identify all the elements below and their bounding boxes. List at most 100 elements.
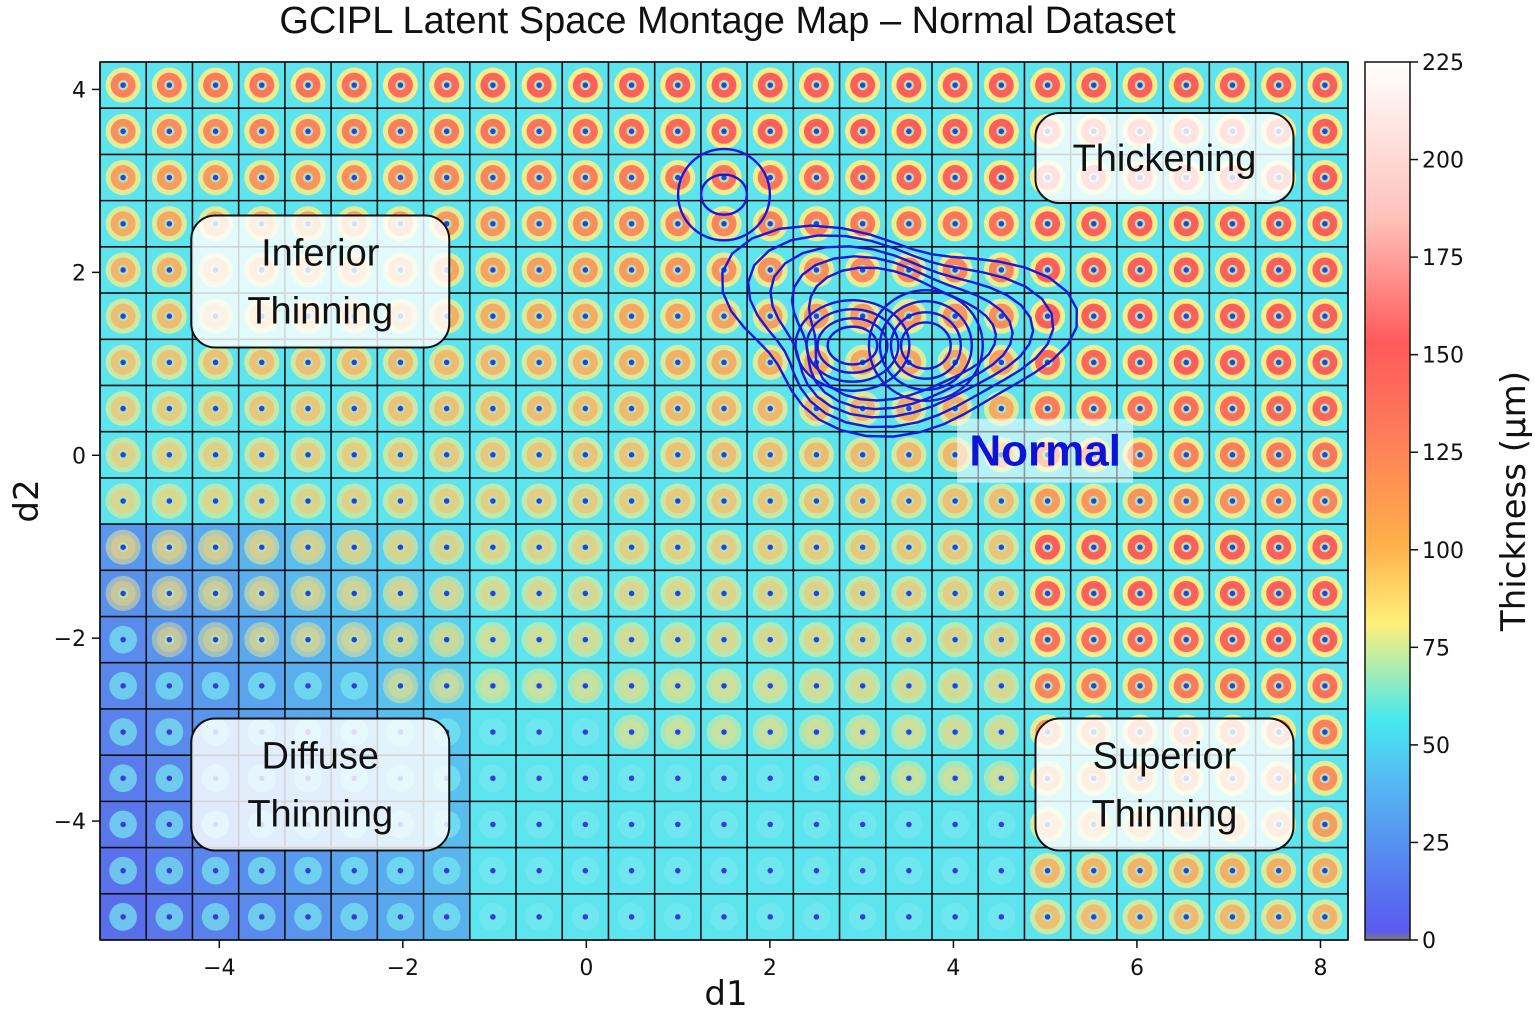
tile-fovea: [351, 405, 357, 412]
tile-fovea: [906, 729, 912, 735]
tile-fovea: [675, 452, 681, 458]
montage-tile: [978, 108, 1025, 155]
tile-fovea: [397, 544, 404, 550]
montage-tile: [100, 801, 147, 848]
tile-fovea: [166, 590, 173, 597]
tile-fovea: [1322, 267, 1328, 273]
tile-fovea: [120, 405, 126, 412]
tile-fovea: [351, 452, 357, 458]
montage-tile: [1301, 524, 1348, 571]
tile-fovea: [767, 821, 773, 828]
tile-fovea: [1137, 914, 1143, 920]
montage-tile: [516, 108, 563, 155]
montage-tile: [1070, 339, 1117, 386]
tile-fovea: [1183, 220, 1189, 227]
montage-tile: [100, 246, 147, 294]
tile-fovea: [490, 729, 496, 735]
tile-fovea: [998, 867, 1005, 874]
montage-tile: [284, 570, 332, 617]
tile-fovea: [582, 914, 589, 920]
montage-tile: [1209, 477, 1256, 525]
tile-fovea: [536, 914, 542, 920]
montage-tile: [1070, 524, 1117, 571]
montage-tile: [238, 477, 285, 525]
tile-fovea: [813, 82, 820, 88]
montage-tile: [839, 801, 886, 848]
montage-tile: [700, 293, 748, 340]
montage-tile: [978, 570, 1025, 617]
montage-tile: [516, 431, 563, 478]
montage-tile: [839, 524, 886, 571]
tile-fovea: [1183, 867, 1189, 874]
tile-fovea: [305, 82, 311, 88]
montage-tile: [1301, 108, 1348, 155]
montage-tile: [1301, 431, 1348, 478]
tile-fovea: [351, 82, 357, 88]
montage-tile: [516, 893, 563, 940]
montage-tile: [978, 708, 1025, 756]
montage-tile: [284, 847, 332, 894]
montage-tile: [331, 524, 378, 571]
montage-tile: [1255, 62, 1302, 109]
montage-tile: [839, 154, 886, 201]
density-contour-outer: [790, 255, 1014, 411]
montage-tile: [654, 246, 701, 294]
tile-fovea: [859, 775, 866, 782]
montage-tile: [747, 477, 794, 525]
montage-tile: [932, 200, 979, 247]
tile-fovea: [859, 590, 866, 597]
tile-fovea: [490, 405, 496, 412]
montage-tile: [238, 616, 285, 663]
montage-tile: [192, 847, 239, 894]
tile-fovea: [1275, 313, 1282, 319]
tile-fovea: [166, 82, 173, 88]
tile-fovea: [813, 452, 820, 458]
montage-tile: [1070, 570, 1117, 617]
tile-fovea: [1322, 636, 1328, 643]
montage-tile: [654, 62, 701, 109]
montage-tile: [839, 62, 886, 109]
montage-tile: [1301, 385, 1348, 432]
tile-fovea: [813, 729, 820, 735]
tile-fovea: [1044, 405, 1051, 412]
tile-fovea: [952, 683, 958, 689]
montage-tile: [885, 108, 932, 155]
tile-fovea: [166, 683, 173, 689]
tile-fovea: [675, 82, 681, 88]
montage-tile: [1024, 62, 1071, 109]
montage-tile: [146, 708, 193, 756]
tile-fovea: [1229, 405, 1236, 412]
montage-tile: [377, 662, 424, 709]
tile-fovea: [1091, 359, 1097, 366]
tile-fovea: [628, 498, 635, 504]
colorbar-tick-label: 100: [1422, 539, 1464, 564]
tile-fovea: [998, 636, 1005, 643]
tile-fovea: [721, 544, 727, 550]
montage-tile: [608, 154, 655, 201]
density-contour-outer: [746, 234, 1055, 429]
tile-fovea: [582, 82, 589, 88]
montage-tile: [1209, 431, 1256, 478]
tile-fovea: [952, 821, 958, 828]
tile-fovea: [1183, 452, 1189, 458]
montage-tile: [793, 662, 840, 709]
tile-fovea: [675, 590, 681, 597]
montage-tile: [469, 246, 516, 294]
tile-fovea: [1044, 313, 1051, 319]
tile-fovea: [259, 82, 265, 88]
montage-tile: [1255, 893, 1302, 940]
montage-tile: [1070, 293, 1117, 340]
tile-fovea: [813, 267, 820, 273]
tile-fovea: [536, 821, 542, 828]
tile-fovea: [443, 914, 450, 920]
tile-fovea: [259, 452, 265, 458]
montage-tile: [100, 154, 147, 201]
tile-fovea: [166, 636, 173, 643]
montage-tile: [146, 108, 193, 155]
tile-fovea: [721, 636, 727, 643]
x-tick-label: −4: [203, 956, 235, 981]
tile-fovea: [906, 775, 912, 782]
montage-tile: [423, 893, 470, 940]
tile-fovea: [1044, 590, 1051, 597]
